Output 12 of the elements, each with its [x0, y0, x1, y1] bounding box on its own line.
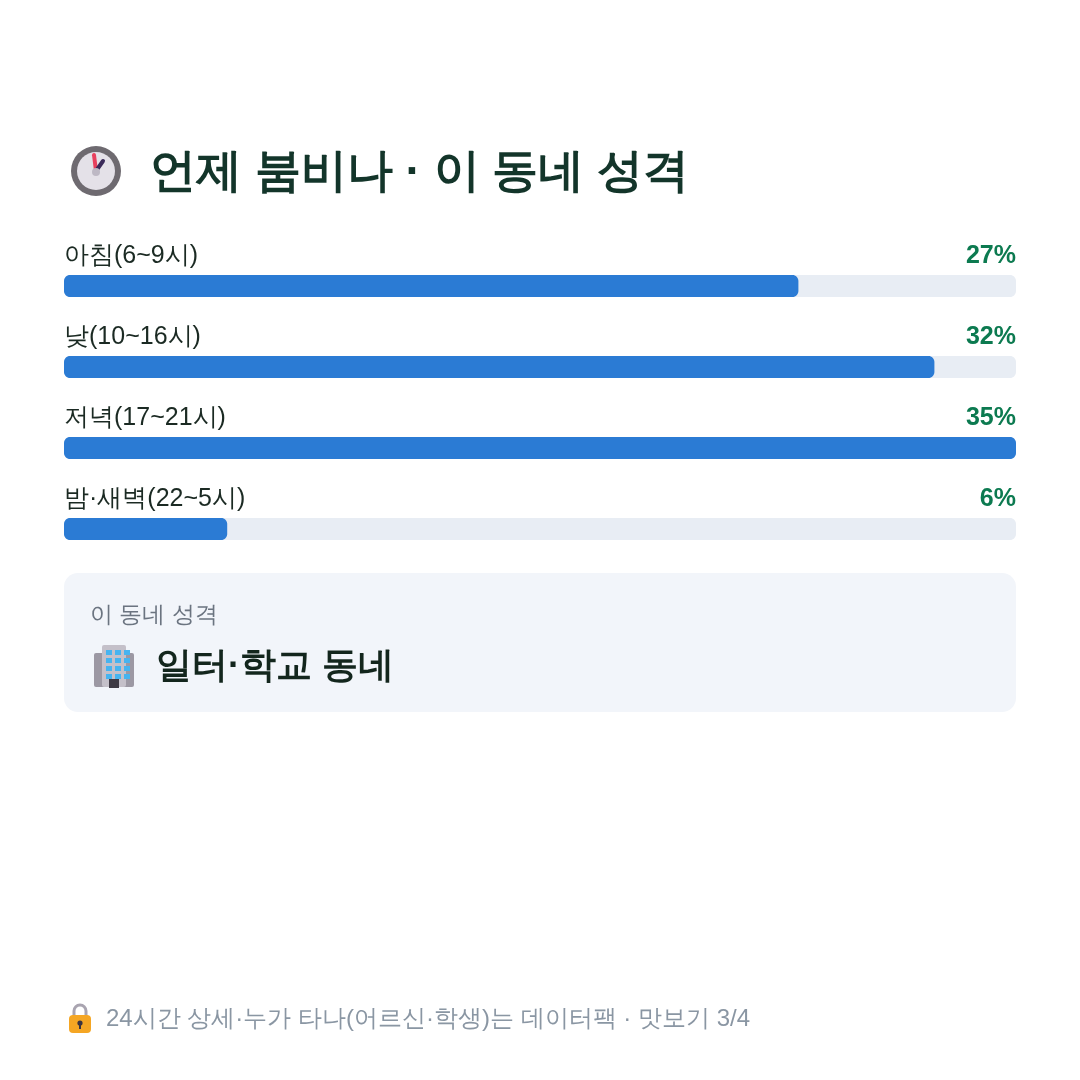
text: 24시간 상세·누가 타나(어르신·학생)는 데이터팩 · 맛보기 3/4	[106, 1003, 751, 1033]
y-tick-label: 저녁(17~21시)	[64, 402, 226, 430]
chart-title: 언제 붐비나 · 이 동네 성격	[150, 143, 690, 198]
data-label: 27%	[965, 240, 1016, 268]
y-tick-label: 낮(10~16시)	[64, 321, 201, 349]
text: 이 동네 성격	[90, 601, 218, 627]
data-label: 35%	[965, 402, 1016, 430]
text: 일터·학교 동네	[156, 643, 394, 687]
y-tick-label: 아침(6~9시)	[64, 240, 199, 268]
data-label: 6%	[979, 483, 1016, 511]
y-tick-label: 밤·새벽(22~5시)	[64, 483, 246, 511]
data-label: 32%	[965, 321, 1016, 349]
